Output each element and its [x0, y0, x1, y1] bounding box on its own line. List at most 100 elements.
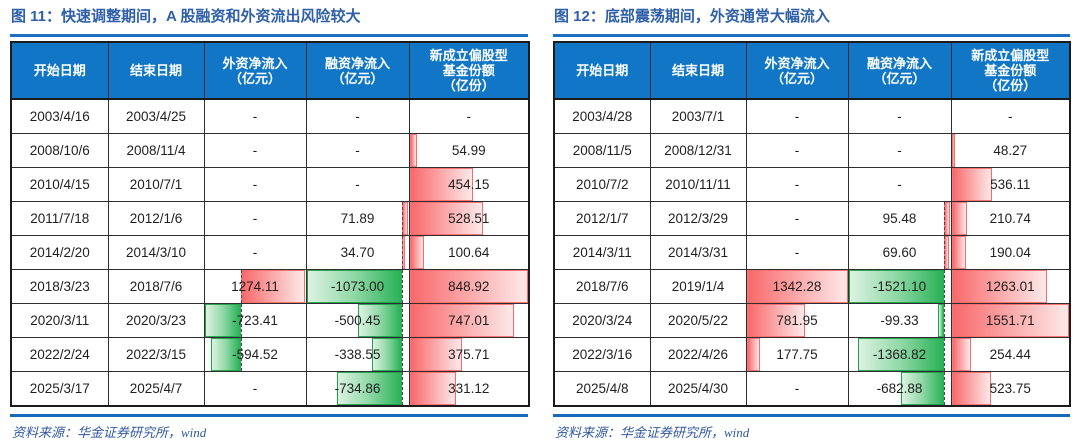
cell-value: 2019/1/4 [671, 279, 725, 294]
cell-value: 54.99 [451, 143, 486, 158]
table-row: 2020/3/24 2020/5/22 781.95 -99.33 1551.71 [553, 303, 1071, 338]
column-header: 结束日期 [649, 41, 747, 100]
cell-value: 2012/1/7 [575, 211, 629, 226]
cell-value: 2020/5/22 [667, 313, 729, 328]
date-cell: 2020/5/22 [649, 303, 747, 338]
date-cell: 2025/3/17 [10, 371, 109, 407]
cell-value: 2022/2/24 [29, 347, 90, 362]
table-row: 2014/3/11 2014/3/31 - 69.60 190.04 [553, 235, 1071, 270]
value-cell: - [203, 167, 307, 202]
value-cell: 1342.28 [745, 269, 849, 304]
negative-data-bar [357, 304, 403, 337]
cell-value: -99.33 [880, 313, 919, 328]
cell-value: - [252, 211, 258, 226]
zero-axis-line [944, 304, 946, 337]
positive-data-bar [952, 270, 1048, 303]
cell-value: - [252, 245, 258, 260]
table-row: 2008/11/5 2008/12/31 - - 48.27 [553, 133, 1071, 168]
cell-value: 177.75 [776, 347, 818, 362]
figure-panel-right: 图 12：底部震荡期间，外资通常大幅流入 开始日期 结束日期 外资净流入 （亿元） 融资… [553, 6, 1071, 441]
column-header: 新成立偏股型 基金份额 （亿份） [408, 41, 530, 100]
cell-value: 2022/3/15 [125, 347, 187, 362]
positive-data-bar [410, 270, 528, 303]
column-header: 开始日期 [553, 41, 651, 100]
date-cell: 2008/10/6 [10, 133, 109, 168]
value-cell: 781.95 [745, 303, 849, 338]
value-cell: -723.41 [203, 303, 307, 338]
table-row: 2012/1/7 2012/3/29 - 95.48 210.74 [553, 201, 1071, 236]
column-header: 结束日期 [107, 41, 205, 100]
cell-value: -682.88 [876, 381, 923, 396]
zero-axis-line [241, 338, 243, 371]
table-body: 2003/4/16 2003/4/25 - - - 2008/10/6 2008/11/4 -… [10, 98, 530, 407]
cell-value: 2025/4/30 [667, 381, 729, 396]
negative-data-bar [849, 270, 945, 303]
value-cell: 331.12 [408, 371, 530, 407]
value-cell: - [305, 167, 410, 202]
cell-value: -1521.10 [872, 279, 927, 294]
cell-value: 2003/4/28 [572, 109, 633, 124]
value-cell: - [203, 98, 307, 134]
date-cell: 2020/3/24 [553, 303, 651, 338]
cell-value: 190.04 [989, 245, 1031, 260]
cell-value: - [355, 109, 360, 124]
cell-value: -1073.00 [330, 279, 385, 294]
positive-data-bar [410, 202, 484, 235]
date-cell: 2018/7/6 [553, 269, 651, 304]
zero-axis-line [944, 372, 946, 405]
table-row: 2010/4/15 2010/7/1 - - 454.15 [10, 167, 530, 202]
value-cell: - [847, 167, 952, 202]
table-row: 2025/4/8 2025/4/30 - -682.88 523.75 [553, 371, 1071, 407]
value-cell: 69.60 [847, 235, 952, 270]
value-cell: - [305, 133, 410, 168]
header-row: 开始日期 结束日期 外资净流入 （亿元） 融资净流入 （亿元） 新成立偏股型 基金份额 （亿份） [10, 41, 530, 100]
cell-value: - [466, 109, 472, 124]
cell-value: 2010/7/1 [129, 177, 183, 192]
value-cell: 848.92 [408, 269, 530, 304]
cell-value: 2014/2/20 [29, 245, 90, 260]
value-cell: - [203, 235, 307, 270]
cell-value: 2022/4/26 [667, 347, 729, 362]
cell-value: 71.89 [340, 211, 375, 226]
cell-value: 331.12 [448, 381, 490, 396]
cell-value: 454.15 [448, 177, 490, 192]
value-cell: - [745, 235, 849, 270]
cell-value: - [252, 109, 258, 124]
value-cell: 1551.71 [950, 303, 1071, 338]
table-row: 2025/3/17 2025/4/7 - -734.86 331.12 [10, 371, 530, 407]
column-header: 融资净流入 （亿元） [305, 41, 410, 100]
date-cell: 2018/3/23 [10, 269, 109, 304]
cell-value: - [794, 381, 800, 396]
value-cell: 54.99 [408, 133, 530, 168]
date-cell: 2020/3/23 [107, 303, 205, 338]
column-header: 融资净流入 （亿元） [847, 41, 952, 100]
positive-data-bar [952, 372, 992, 405]
value-cell: 375.71 [408, 337, 530, 372]
cell-value: - [794, 109, 800, 124]
positive-data-bar [747, 338, 760, 371]
cell-value: 1263.01 [985, 279, 1035, 294]
data-table: 开始日期 结束日期 外资净流入 （亿元） 融资净流入 （亿元） 新成立偏股型 基金份额 （亿份）… [553, 41, 1071, 407]
cell-value: 1274.11 [231, 279, 279, 294]
cell-value: -500.45 [334, 313, 381, 328]
date-cell: 2020/3/11 [10, 303, 109, 338]
value-cell: - [408, 98, 530, 134]
negative-data-bar [211, 338, 242, 371]
negative-data-bar [205, 304, 242, 337]
date-cell: 2025/4/8 [553, 371, 651, 407]
cell-value: 2010/4/15 [29, 177, 90, 192]
positive-data-bar [410, 134, 418, 167]
value-cell: - [203, 201, 307, 236]
date-cell: 2010/7/1 [107, 167, 205, 202]
negative-data-bar [901, 372, 945, 405]
positive-data-bar [952, 168, 993, 201]
positive-data-bar [410, 372, 456, 405]
figure-panel-left: 图 11：快速调整期间，A 股融资和外资流出风险较大 开始日期 结束日期 外资净流入… [10, 6, 530, 441]
cell-value: 2014/3/10 [125, 245, 187, 260]
cell-value: 2018/7/6 [575, 279, 629, 294]
cell-value: 2003/4/25 [125, 109, 187, 124]
cell-value: 2010/7/2 [575, 177, 629, 192]
figure-title: 图 12：底部震荡期间，外资通常大幅流入 [554, 8, 830, 25]
column-header: 新成立偏股型 基金份额 （亿份） [950, 41, 1071, 100]
